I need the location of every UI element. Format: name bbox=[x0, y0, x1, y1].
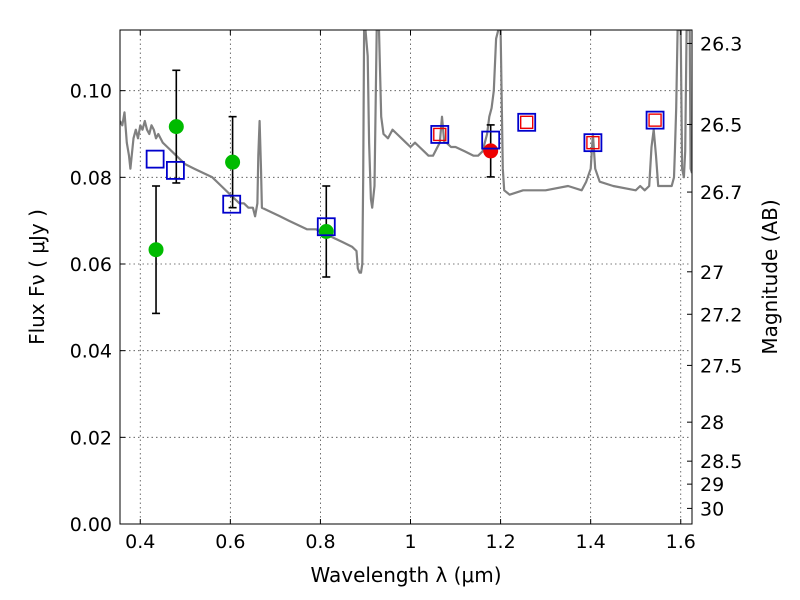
x-tick-label: 1.6 bbox=[666, 531, 696, 553]
model-flux-marker bbox=[316, 217, 336, 237]
model-flux-marker-inner bbox=[520, 115, 534, 130]
model-flux-marker bbox=[517, 112, 537, 132]
x-tick-label: 1.4 bbox=[576, 531, 606, 553]
y-tick-label: 0.02 bbox=[70, 427, 112, 449]
model-spectrum-line bbox=[120, 30, 692, 274]
y-tick-label: 0.00 bbox=[70, 514, 112, 536]
x-axis-label: Wavelength λ (μm) bbox=[310, 563, 501, 587]
x-tick-label: 0.8 bbox=[305, 531, 335, 553]
y2-tick-label: 28.5 bbox=[700, 451, 742, 473]
model-flux-marker bbox=[145, 149, 165, 169]
y-tick-label: 0.08 bbox=[70, 167, 112, 189]
model-flux-marker-inner bbox=[586, 135, 600, 150]
observed-flux-point bbox=[148, 242, 164, 258]
y2-tick-label: 27.5 bbox=[700, 355, 742, 377]
x-tick-label: 1.2 bbox=[485, 531, 515, 553]
x-axis: 0.4 0.6 0.8 1 1.2 1.4 1.6 bbox=[125, 30, 696, 553]
y2-tick-label: 28 bbox=[700, 412, 724, 434]
x-tick-label: 0.4 bbox=[125, 531, 155, 553]
grid bbox=[120, 30, 692, 525]
observed-flux-point bbox=[168, 119, 184, 135]
model-flux-marker-inner bbox=[648, 113, 662, 127]
observed-flux-point bbox=[225, 154, 241, 170]
model-flux-marker bbox=[165, 160, 185, 180]
x-tick-label: 0.6 bbox=[215, 531, 245, 553]
model-flux-marker bbox=[481, 130, 501, 150]
plot-frame bbox=[119, 29, 693, 525]
model-flux-marker bbox=[430, 125, 450, 144]
observed-flux-point bbox=[318, 224, 334, 239]
y2-tick-label: 30 bbox=[700, 498, 724, 520]
y-tick-label: 0.10 bbox=[70, 81, 112, 103]
y-axis-label: Flux Fν ( μJy ) bbox=[25, 209, 49, 345]
y-axis: 0.00 0.02 0.04 0.06 0.08 0.10 bbox=[70, 81, 125, 536]
y2-tick-label: 26.5 bbox=[700, 114, 742, 136]
model-flux-marker-inner bbox=[433, 127, 447, 142]
model-flux-marker bbox=[222, 194, 242, 214]
y2-tick-label: 29 bbox=[700, 474, 724, 496]
y2-axis-label: Magnitude (AB) bbox=[758, 199, 782, 354]
model-flux-marker bbox=[645, 110, 665, 130]
y2-tick-label: 26.7 bbox=[700, 182, 742, 204]
model-flux-marker bbox=[583, 133, 603, 153]
x-tick-label: 1 bbox=[404, 531, 416, 553]
observed-flux-point bbox=[483, 143, 499, 159]
y2-tick-label: 26.3 bbox=[700, 33, 742, 55]
y2-tick-label: 27 bbox=[700, 262, 724, 284]
y2-tick-label: 27.2 bbox=[700, 304, 742, 326]
y-tick-label: 0.04 bbox=[70, 341, 112, 363]
plot-area bbox=[120, 30, 692, 315]
y-tick-label: 0.06 bbox=[70, 254, 112, 276]
